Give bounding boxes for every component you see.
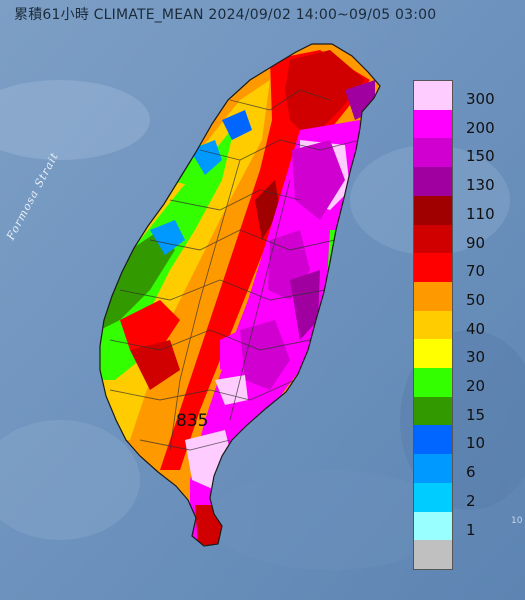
max-rainfall-label: 835: [176, 411, 209, 431]
legend-swatch: [414, 454, 452, 483]
coastline: [99, 43, 381, 547]
legend-label: 130: [466, 176, 495, 195]
legend-label: 40: [466, 319, 486, 338]
legend-swatch: [414, 109, 452, 139]
legend-swatch: [414, 167, 452, 196]
legend-label: 20: [466, 377, 486, 396]
legend-swatch: [414, 511, 452, 541]
legend-label: 15: [466, 405, 486, 424]
legend-label: 2: [466, 491, 476, 510]
legend-swatch: [414, 482, 452, 512]
legend-swatch: [414, 138, 452, 168]
map-title: 累積61小時 CLIMATE_MEAN 2024/09/02 14:00~09/…: [14, 7, 437, 23]
legend-swatch: [414, 81, 452, 110]
legend-label: 50: [466, 290, 486, 309]
legend-swatch: [414, 540, 452, 569]
legend-swatch: [414, 224, 452, 254]
legend-swatch: [414, 396, 452, 426]
legend-label: 300: [466, 90, 495, 108]
sea-texture: [0, 80, 525, 570]
legend-swatch: [414, 195, 452, 225]
legend-swatch: [414, 425, 452, 455]
legend-swatch: [414, 253, 452, 282]
legend-swatch: [414, 339, 452, 369]
legend-swatch: [414, 310, 452, 340]
legend-label: 70: [466, 262, 486, 281]
legend-label: 6: [466, 463, 476, 482]
legend-label: 110: [466, 204, 495, 223]
rainfall-legend: [413, 80, 453, 570]
legend-label: 10: [466, 434, 486, 453]
taiwan-island: [99, 43, 381, 547]
legend-label: 30: [466, 348, 486, 367]
rainfall-zones: [100, 50, 375, 545]
legend-swatch: [414, 281, 452, 311]
county-boundaries: [109, 89, 361, 451]
legend-label: 200: [466, 118, 495, 137]
legend-swatch: [414, 368, 452, 397]
legend-label: 1: [466, 520, 476, 539]
legend-label: 90: [466, 233, 486, 252]
edge-label: 10: [511, 516, 523, 526]
legend-label: 150: [466, 147, 495, 166]
